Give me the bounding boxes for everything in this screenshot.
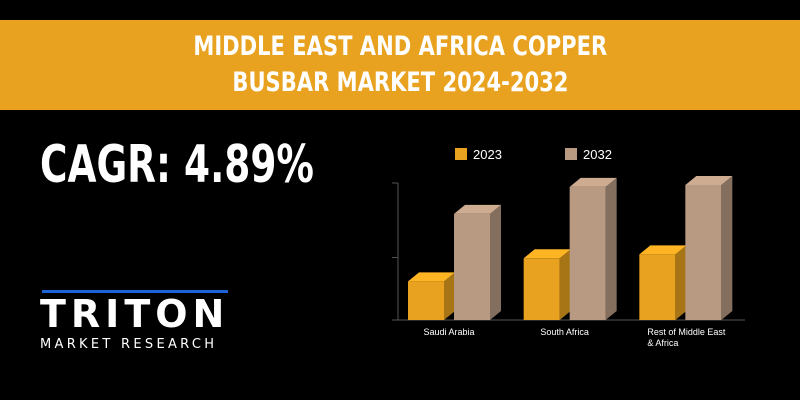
- bar-side-2032-0: [490, 204, 501, 320]
- bar-side-2023-1: [559, 249, 571, 320]
- x-tick-label-line: Saudi Arabia: [423, 327, 474, 337]
- bar-top-2032-2: [685, 176, 733, 185]
- x-tick-label-1: South Africa: [540, 327, 589, 337]
- bar-chart: 2023 2032 Saudi Arabia South Africa Rest of …: [360, 135, 800, 380]
- bar-top-2023-2: [639, 245, 687, 255]
- bar-side-2023-2: [675, 245, 687, 320]
- bar-side-2032-2: [721, 176, 733, 320]
- cagr-label: CAGR: 4.89%: [40, 135, 314, 195]
- legend-swatch-2023: [455, 148, 467, 160]
- x-tick-label-2: Rest of Middle East & Africa: [647, 327, 726, 348]
- logo-accent-bar: [42, 290, 228, 293]
- bar-top-2023-0: [408, 272, 455, 282]
- bar-2023-0: [408, 281, 444, 320]
- x-tick-label-line: Rest of Middle East: [647, 327, 726, 337]
- bar-side-2023-0: [444, 272, 455, 320]
- bar-top-2032-1: [569, 177, 617, 187]
- legend-label-2032: 2032: [583, 147, 612, 162]
- bar-2023-1: [523, 258, 560, 320]
- bar-2032-0: [454, 213, 490, 320]
- bar-2032-2: [685, 185, 722, 320]
- logo-wordmark: TRITON: [40, 292, 230, 336]
- bar-side-2032-1: [605, 177, 617, 320]
- bar-2023-2: [639, 254, 676, 320]
- title-line-1: MIDDLE EAST AND AFRICA COPPER: [193, 31, 607, 62]
- x-tick-label-0: Saudi Arabia: [423, 327, 474, 337]
- bar-top-2023-1: [523, 249, 571, 259]
- legend-swatch-2032: [565, 148, 577, 160]
- bar-top-2032-0: [454, 204, 501, 214]
- legend-label-2023: 2023: [473, 147, 502, 162]
- x-tick-label-line: South Africa: [540, 327, 589, 337]
- title-line-2: BUSBAR MARKET 2024-2032: [231, 67, 569, 98]
- logo-subtitle: MARKET RESEARCH: [40, 337, 218, 352]
- triton-logo: TRITON MARKET RESEARCH: [40, 290, 240, 360]
- title-banner: MIDDLE EAST AND AFRICA COPPER BUSBAR MAR…: [0, 20, 800, 110]
- bar-2032-1: [569, 186, 606, 320]
- x-tick-label-line: & Africa: [647, 338, 678, 348]
- bar-chart-svg: 2023 2032 Saudi Arabia South Africa Rest of …: [392, 147, 745, 348]
